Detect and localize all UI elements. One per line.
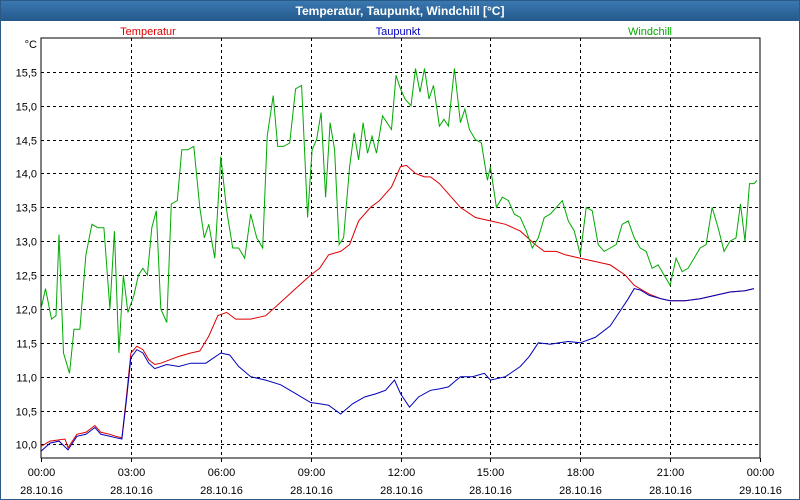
- y-axis-unit: °C: [25, 39, 37, 51]
- x-tick-date-label: 28.10.16: [559, 485, 602, 497]
- y-tick-label: 14,5: [16, 136, 37, 148]
- x-tick-time-label: 03:00: [118, 467, 146, 479]
- x-tick-date-label: 28.10.16: [380, 485, 423, 497]
- x-tick-time-label: 06:00: [208, 467, 236, 479]
- y-tick-label: 12,0: [16, 305, 37, 317]
- y-tick-label: 13,5: [16, 203, 37, 215]
- axes: 10,0 10,5 11,0 11,5 12,0 12,5 13,0 13,5 14,0 14,5…: [16, 37, 782, 497]
- chart-title: Temperatur, Taupunkt, Windchill [°C]: [1, 1, 799, 21]
- x-tick-date-label: 28.10.16: [290, 485, 333, 497]
- x-tick-date-label: 28.10.16: [20, 485, 63, 497]
- legend-label-windchill: Windchill: [628, 26, 672, 38]
- y-tick-label: 15,5: [16, 68, 37, 80]
- x-tick-time-label: 15:00: [477, 467, 505, 479]
- y-tick-label: 12,5: [16, 271, 37, 283]
- x-tick-date-label: 29.10.16: [739, 485, 782, 497]
- y-tick-label: 15,0: [16, 102, 37, 114]
- x-tick-date-label: 28.10.16: [200, 485, 243, 497]
- x-tick-date-label: 28.10.16: [469, 485, 512, 497]
- y-tick-label: 11,5: [16, 339, 37, 351]
- series-line-windchill: [40, 68, 758, 374]
- y-tick-label: 14,0: [16, 169, 37, 181]
- y-tick-label: 10,0: [16, 440, 37, 452]
- x-tick-time-label: 00:00: [747, 467, 775, 479]
- y-tick-label: 13,0: [16, 237, 37, 249]
- series-line-taupunkt: [40, 288, 755, 452]
- x-tick-time-label: 00:00: [28, 467, 56, 479]
- legend-label-temperatur: Temperatur: [120, 26, 176, 38]
- x-tick-time-label: 18:00: [567, 467, 595, 479]
- legend-label-taupunkt: Taupunkt: [376, 26, 421, 38]
- grid-lines: [41, 38, 760, 458]
- x-tick-date-label: 28.10.16: [649, 485, 692, 497]
- x-tick-date-label: 28.10.16: [110, 485, 153, 497]
- x-tick-time-label: 12:00: [388, 467, 416, 479]
- plot-area-border: [40, 37, 761, 459]
- x-tick-time-label: 09:00: [298, 467, 326, 479]
- series-lines: [40, 68, 758, 452]
- legend: Temperatur Taupunkt Windchill: [120, 26, 672, 38]
- y-tick-label: 11,0: [16, 373, 37, 385]
- y-tick-label: 10,5: [16, 407, 37, 419]
- x-tick-time-label: 21:00: [657, 467, 685, 479]
